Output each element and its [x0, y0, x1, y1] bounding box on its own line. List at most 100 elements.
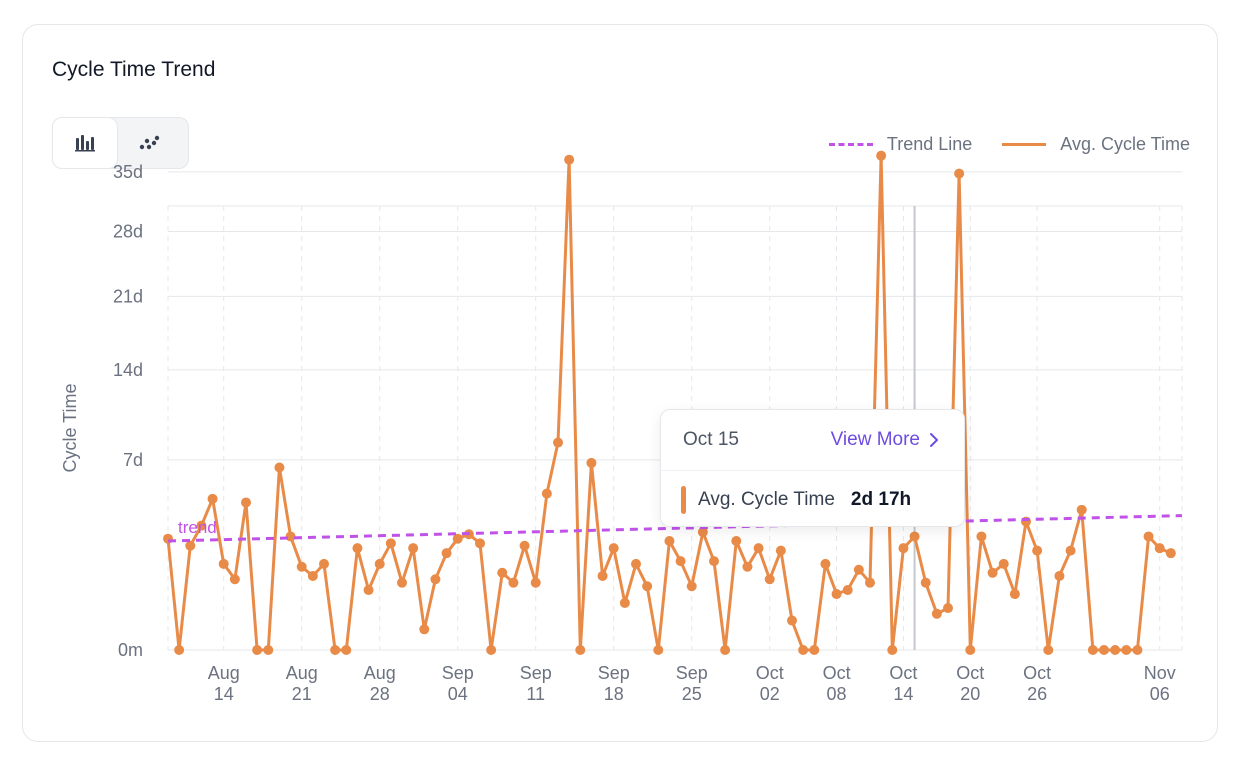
x-tick-label: Oct 02 — [756, 663, 784, 704]
x-tick-label: Aug 21 — [286, 663, 318, 704]
data-point — [887, 645, 898, 655]
data-point — [1165, 548, 1176, 559]
data-point — [174, 645, 185, 655]
view-more-label: View More — [830, 429, 920, 450]
data-point — [352, 543, 363, 554]
data-point — [530, 577, 541, 588]
x-tick-label: Sep 04 — [442, 663, 474, 704]
data-point — [441, 548, 452, 559]
tooltip-series-label: Avg. Cycle Time — [698, 489, 835, 510]
x-tick-label: Aug 28 — [364, 663, 396, 704]
data-point — [898, 543, 909, 554]
data-point — [430, 574, 441, 585]
y-tick-label: 0m — [118, 640, 143, 660]
data-point — [274, 462, 285, 473]
data-point — [909, 531, 920, 542]
data-point — [285, 531, 296, 542]
data-point — [452, 533, 463, 544]
data-point — [664, 536, 675, 547]
tooltip-date: Oct 15 — [683, 429, 739, 450]
data-point — [196, 520, 207, 531]
data-point — [541, 488, 552, 499]
legend-avg-cycle-time[interactable]: Avg. Cycle Time — [1002, 134, 1190, 155]
data-point — [931, 608, 942, 619]
data-point — [330, 645, 341, 655]
x-tick-label: Nov 06 — [1144, 663, 1176, 704]
y-tick-label: 35d — [113, 162, 143, 182]
data-point — [1099, 645, 1109, 655]
data-point — [709, 556, 719, 567]
data-point — [1076, 504, 1087, 515]
chart-view-toggle — [52, 117, 189, 169]
tooltip-header: Oct 15 View More — [661, 410, 964, 471]
data-point — [1054, 570, 1065, 581]
data-point — [229, 574, 240, 585]
data-point — [820, 558, 831, 569]
data-point — [252, 645, 263, 655]
view-more-link[interactable]: View More — [831, 429, 942, 451]
data-point — [697, 527, 708, 538]
data-point — [185, 540, 196, 551]
data-point — [920, 577, 931, 588]
legend-trend-line[interactable]: Trend Line — [828, 134, 973, 155]
data-point — [987, 567, 998, 578]
data-point — [553, 437, 563, 448]
data-point — [787, 615, 797, 626]
data-point — [1087, 645, 1098, 655]
data-point — [397, 577, 407, 588]
y-tick-label: 7d — [123, 450, 143, 470]
data-point — [564, 154, 575, 165]
series-color-bar — [681, 486, 686, 514]
data-point — [419, 624, 430, 635]
data-point — [497, 567, 508, 578]
data-point — [675, 556, 686, 567]
data-point — [764, 574, 775, 585]
data-point — [218, 558, 229, 569]
bar-view-button[interactable] — [53, 118, 117, 168]
avg-cycle-time-line — [166, 154, 1172, 652]
x-tick-label: Sep 11 — [520, 663, 552, 704]
trend-line — [167, 514, 1183, 543]
trend-label: trend — [178, 518, 217, 537]
card-title: Cycle Time Trend — [52, 58, 216, 81]
data-point — [686, 581, 697, 592]
data-point — [519, 540, 530, 551]
data-point — [575, 645, 586, 655]
data-point — [1154, 543, 1165, 554]
data-point — [775, 545, 786, 556]
legend-trend-label: Trend Line — [886, 134, 973, 154]
data-point — [831, 589, 842, 600]
data-point — [865, 577, 875, 588]
data-point — [597, 570, 608, 581]
data-point — [241, 497, 251, 508]
scatter-view-button[interactable] — [117, 118, 181, 168]
x-tick-label: Sep 25 — [676, 663, 708, 704]
data-point — [363, 585, 374, 596]
data-point — [642, 581, 653, 592]
data-point — [1110, 645, 1121, 655]
legend-avg-label: Avg. Cycle Time — [1060, 134, 1190, 154]
data-point — [319, 558, 329, 569]
y-tick-label: 14d — [113, 360, 143, 380]
data-point — [853, 564, 864, 575]
bar-chart-icon — [75, 135, 95, 152]
x-tick-label: Oct 26 — [1023, 663, 1051, 704]
data-point — [1132, 645, 1143, 655]
data-point — [998, 558, 1009, 569]
data-point — [1032, 545, 1043, 556]
chevron-right-icon — [930, 433, 938, 447]
data-point — [1009, 589, 1020, 600]
data-point — [385, 538, 396, 549]
data-point — [631, 558, 641, 569]
data-point — [1043, 645, 1054, 655]
trend-swatch — [828, 143, 873, 146]
x-tick-label: Aug 14 — [208, 663, 240, 704]
x-tick-label: Oct 08 — [823, 663, 851, 704]
data-point — [809, 645, 820, 655]
data-point — [1065, 545, 1076, 556]
data-point — [653, 645, 664, 655]
data-point — [408, 543, 419, 554]
data-point — [1121, 645, 1132, 655]
hover-tooltip: Oct 15 View More Avg. Cycle Time 2d 17h — [660, 409, 965, 527]
